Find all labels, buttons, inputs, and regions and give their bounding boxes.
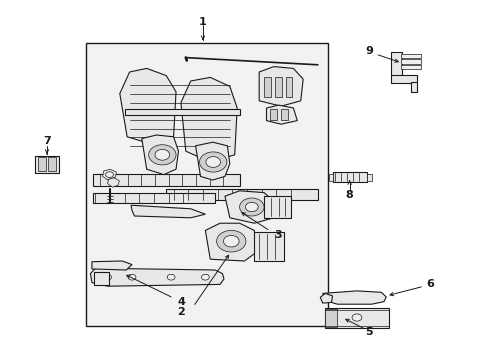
Bar: [325, 309, 337, 327]
Circle shape: [201, 274, 209, 280]
Circle shape: [105, 172, 113, 177]
Polygon shape: [90, 268, 224, 286]
Text: 9: 9: [365, 46, 372, 56]
Circle shape: [216, 230, 245, 252]
Polygon shape: [320, 293, 332, 303]
Bar: [285, 77, 292, 97]
Text: 8: 8: [345, 190, 353, 200]
Circle shape: [155, 149, 169, 160]
Polygon shape: [205, 223, 256, 261]
Polygon shape: [107, 178, 119, 187]
Circle shape: [148, 145, 176, 165]
Polygon shape: [102, 169, 116, 180]
Bar: [400, 65, 420, 69]
Polygon shape: [92, 261, 132, 270]
Circle shape: [205, 157, 220, 167]
Circle shape: [239, 198, 264, 216]
Circle shape: [167, 274, 175, 280]
Polygon shape: [322, 291, 386, 304]
Bar: [264, 77, 270, 97]
Bar: [400, 54, 420, 58]
Text: 2: 2: [177, 307, 184, 318]
Bar: [400, 59, 420, 64]
Bar: [366, 174, 371, 181]
Bar: [325, 308, 388, 328]
Polygon shape: [224, 191, 276, 223]
Bar: [166, 189, 317, 200]
Circle shape: [351, 314, 361, 321]
Bar: [93, 174, 239, 186]
Polygon shape: [131, 205, 205, 218]
Bar: [94, 272, 108, 285]
Polygon shape: [259, 67, 303, 106]
Bar: [264, 196, 290, 218]
Polygon shape: [195, 142, 229, 180]
Bar: [35, 156, 59, 173]
Bar: [390, 75, 416, 83]
Bar: [38, 157, 46, 171]
Polygon shape: [142, 135, 178, 175]
Circle shape: [128, 274, 136, 280]
Bar: [48, 157, 56, 171]
Bar: [85, 43, 327, 326]
Bar: [93, 193, 215, 203]
Bar: [270, 109, 277, 120]
Text: 1: 1: [199, 17, 206, 27]
Bar: [254, 232, 283, 261]
Polygon shape: [120, 68, 176, 144]
Bar: [328, 174, 332, 181]
Text: 3: 3: [273, 230, 281, 240]
Text: 7: 7: [43, 136, 51, 146]
Bar: [332, 172, 366, 182]
Polygon shape: [266, 105, 297, 124]
Bar: [124, 109, 239, 115]
Text: 4: 4: [178, 297, 185, 307]
Text: 5: 5: [365, 327, 372, 337]
Circle shape: [245, 202, 258, 212]
Bar: [410, 82, 416, 92]
Polygon shape: [181, 77, 237, 162]
Text: 6: 6: [426, 279, 433, 289]
Circle shape: [199, 152, 226, 172]
Bar: [274, 77, 281, 97]
Circle shape: [103, 274, 111, 280]
Bar: [281, 109, 287, 120]
Circle shape: [223, 235, 239, 247]
Bar: [390, 52, 401, 76]
